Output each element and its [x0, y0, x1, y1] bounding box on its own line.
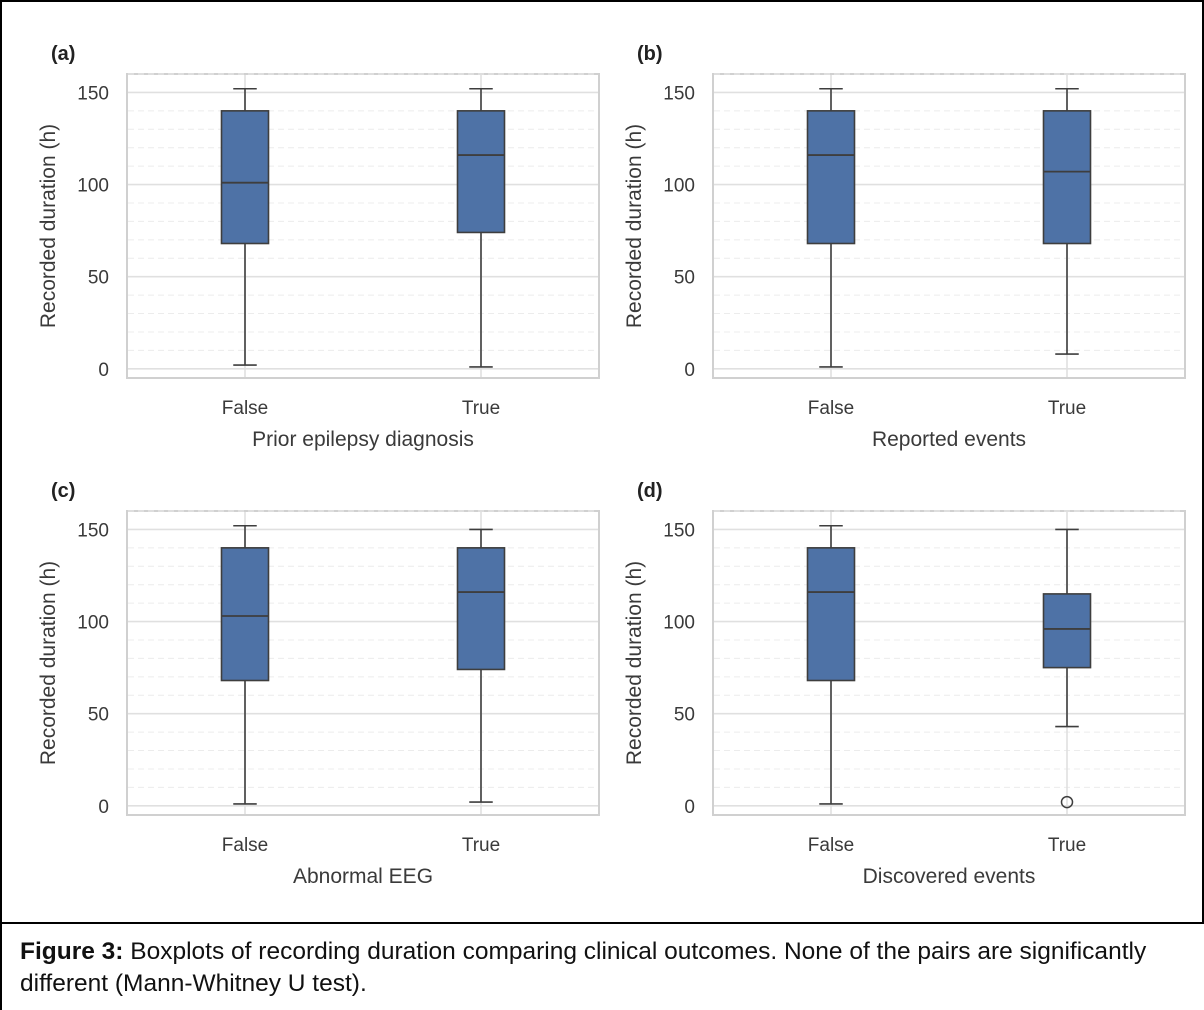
figure-caption: Figure 3: Boxplots of recording duration…	[20, 936, 1190, 1000]
box-false	[220, 547, 270, 682]
x-axis-label: Discovered events	[863, 865, 1036, 888]
box-false	[220, 110, 270, 245]
boxplot-panel-3: 0 50 100 150 False True Abnormal EEG Recorded d…	[37, 480, 600, 888]
panel-label: (a)	[51, 43, 75, 65]
box-false	[806, 110, 856, 245]
plot-area	[126, 510, 600, 816]
y-axis-label: Recorded duration (h)	[623, 124, 646, 328]
boxplot-panel-2: 0 50 100 150 False True Reported events Recorde…	[623, 43, 1186, 451]
caption-frame: Figure 3: Boxplots of recording duration…	[0, 922, 1204, 1010]
y-tick-label: 150	[77, 83, 109, 104]
y-axis-label: Recorded duration (h)	[623, 561, 646, 765]
x-tick-label: False	[222, 835, 268, 856]
x-tick-label: True	[1048, 835, 1086, 856]
y-tick-label: 50	[88, 705, 109, 726]
caption-text: Boxplots of recording duration comparing…	[20, 938, 1147, 997]
y-tick-label: 150	[663, 83, 695, 104]
panel-label: (b)	[637, 43, 663, 65]
panel-label: (d)	[637, 480, 663, 502]
box-true	[456, 110, 506, 234]
y-tick-label: 100	[663, 613, 695, 634]
x-axis-label: Abnormal EEG	[293, 865, 433, 888]
box-true	[456, 547, 506, 671]
box-true	[1042, 110, 1092, 245]
x-tick-label: True	[1048, 398, 1086, 419]
y-tick-label: 50	[674, 268, 695, 289]
plot-area	[712, 73, 1186, 379]
y-tick-label: 100	[77, 176, 109, 197]
boxplot-panel-4: 0 50 100 150 False True Discovered events Recor…	[623, 480, 1186, 888]
boxplot-figure: 0 50 100 150 False True Prior epilepsy diagnos…	[37, 43, 1186, 888]
y-tick-label: 100	[663, 176, 695, 197]
figure-frame	[0, 0, 1204, 924]
x-tick-label: False	[808, 835, 854, 856]
y-tick-label: 50	[88, 268, 109, 289]
plot-area	[712, 510, 1186, 816]
outlier-point	[1060, 795, 1074, 809]
x-axis-label: Prior epilepsy diagnosis	[252, 428, 474, 451]
panel-label: (c)	[51, 480, 75, 502]
y-tick-label: 150	[663, 520, 695, 541]
boxplot-panel-1: 0 50 100 150 False True Prior epilepsy diagnos…	[37, 43, 600, 451]
y-axis-label: Recorded duration (h)	[37, 124, 60, 328]
x-tick-label: True	[462, 835, 500, 856]
x-tick-label: False	[222, 398, 268, 419]
y-axis-label: Recorded duration (h)	[37, 561, 60, 765]
y-tick-label: 0	[684, 360, 695, 381]
y-tick-label: 100	[77, 613, 109, 634]
y-tick-label: 0	[98, 360, 109, 381]
caption-label: Figure 3:	[20, 938, 124, 965]
box-false	[806, 547, 856, 682]
y-tick-label: 50	[674, 705, 695, 726]
y-tick-label: 0	[98, 797, 109, 818]
y-tick-label: 150	[77, 520, 109, 541]
x-tick-label: False	[808, 398, 854, 419]
x-axis-label: Reported events	[872, 428, 1026, 451]
box-true	[1042, 593, 1092, 669]
x-tick-label: True	[462, 398, 500, 419]
y-tick-label: 0	[684, 797, 695, 818]
